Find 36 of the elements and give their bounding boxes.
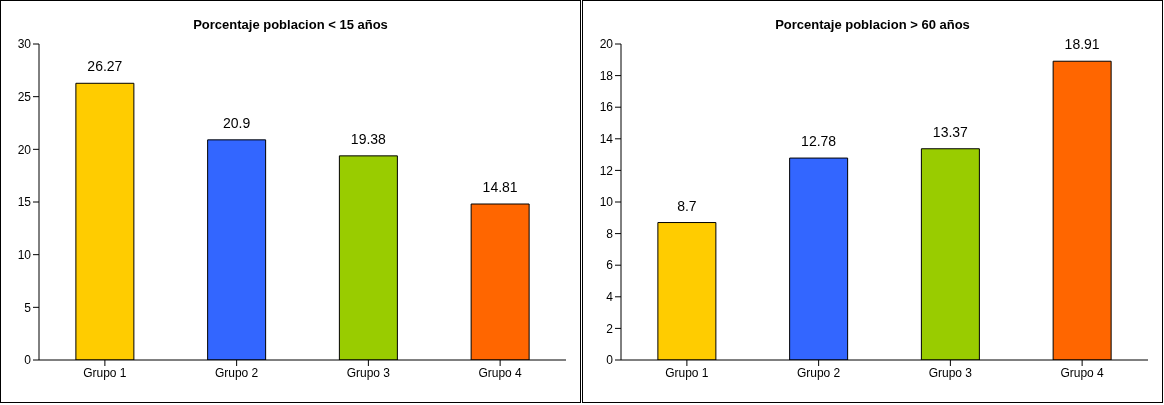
y-tick-label: 2 [606,321,614,336]
y-tick-label: 0 [606,353,614,368]
data-label: 18.91 [1064,36,1100,53]
y-tick-label: 18 [599,68,614,83]
chart-title: Porcentaje poblacion < 15 años [192,17,389,32]
y-tick-label: 4 [606,290,614,305]
x-tick-label: Grupo 2 [796,365,841,380]
y-tick-label: 6 [606,258,614,273]
y-tick-label: 10 [599,195,614,210]
data-label: 8.7 [677,197,697,214]
y-tick-label: 20 [599,37,614,52]
x-tick-label: Grupo 4 [478,365,523,380]
x-tick-label: Grupo 4 [1060,365,1105,380]
y-tick-label: 8 [606,226,614,241]
y-tick-label: 15 [17,195,32,210]
x-tick-label: Grupo 2 [214,365,259,380]
data-label: 13.37 [932,123,969,140]
y-tick-label: 12 [599,163,614,178]
x-tick-label: Grupo 1 [83,365,127,380]
data-label: 14.81 [482,179,518,195]
y-tick-label: 14 [599,132,614,147]
y-tick-label: 5 [24,300,32,315]
y-tick-label: 20 [17,142,32,157]
data-label: 26.27 [87,58,123,75]
x-tick-label: Grupo 3 [928,365,973,380]
y-tick-label: 0 [24,353,32,368]
data-label: 20.9 [223,114,251,131]
y-tick-label: 30 [17,37,32,52]
y-tick-label: 16 [599,100,614,115]
data-label: 12.78 [801,133,837,150]
data-label: 19.38 [350,130,387,147]
y-tick-label: 25 [17,89,32,104]
x-tick-label: Grupo 1 [665,365,709,380]
chart-title: Porcentaje poblacion > 60 años [774,17,971,32]
y-tick-label: 10 [17,247,32,262]
x-tick-label: Grupo 3 [346,365,391,380]
